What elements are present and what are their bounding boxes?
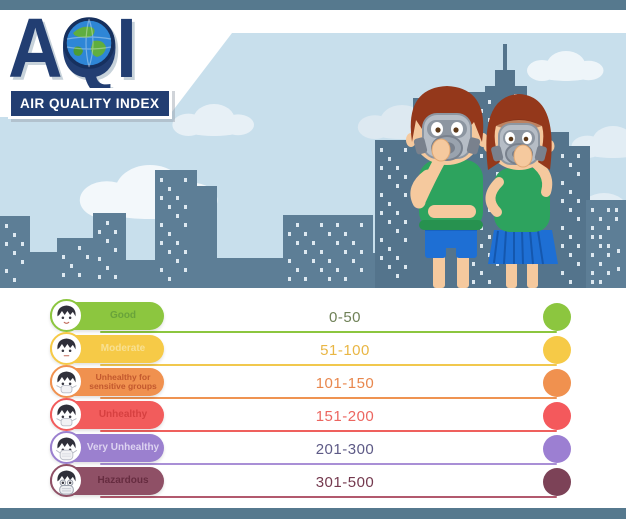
aqi-row-unhealthy-for-sensitive-groups: Unhealthy for sensitive groups 101-150 — [0, 365, 626, 401]
category-label: Unhealthy for sensitive groups — [89, 371, 157, 391]
cloud — [172, 104, 254, 136]
face-avatar-icon — [50, 464, 83, 497]
aqi-range-value: 201-300 — [315, 441, 375, 458]
face-avatar-icon — [50, 365, 83, 398]
row-line — [100, 430, 557, 432]
range-end-circle — [543, 468, 571, 496]
logo-banner: AIR QUALITY INDEX — [8, 88, 172, 119]
row-line — [100, 331, 557, 333]
cloud — [527, 51, 604, 81]
city-scene — [0, 33, 626, 288]
aqi-range-value: 151-200 — [315, 408, 375, 425]
range-end-circle — [543, 369, 571, 397]
aqi-range-value: 0-50 — [328, 309, 362, 326]
range-end-circle — [543, 303, 571, 331]
aqi-row-very-unhealthy: Very Unhealthy 201-300 — [0, 431, 626, 467]
range-end-circle — [543, 336, 571, 364]
range-end-circle — [543, 402, 571, 430]
aqi-row-good: Good 0-50 — [0, 299, 626, 335]
face-avatar-icon — [50, 299, 83, 332]
row-line — [100, 463, 557, 465]
globe-icon — [63, 17, 115, 69]
boy-figure — [406, 86, 488, 288]
aqi-range-value: 51-100 — [320, 342, 370, 359]
aqi-row-moderate: Moderate 51-100 — [0, 332, 626, 368]
building — [30, 252, 57, 288]
category-label: Hazardous — [97, 474, 149, 486]
face-avatar-icon — [50, 431, 83, 464]
aqi-row-hazardous: Hazardous 301-500 — [0, 464, 626, 500]
aqi-row-unhealthy: Unhealthy 151-200 — [0, 398, 626, 434]
row-line — [100, 364, 557, 366]
range-end-circle — [543, 435, 571, 463]
aqi-logo: AQI AIR QUALITY INDEX — [8, 6, 178, 126]
building — [126, 260, 158, 288]
building — [197, 186, 217, 288]
building — [556, 146, 590, 288]
bottom-border-strip — [0, 508, 626, 519]
face-avatar-icon — [50, 398, 83, 431]
category-label: Unhealthy — [98, 408, 148, 420]
girl-figure — [483, 94, 558, 288]
category-label: Good — [109, 309, 137, 321]
top-border-strip — [0, 0, 626, 10]
row-line — [100, 397, 557, 399]
building — [283, 215, 373, 288]
category-label: Moderate — [100, 342, 146, 354]
building — [612, 232, 626, 288]
aqi-range-value: 301-500 — [315, 474, 375, 491]
row-line — [100, 496, 557, 498]
face-avatar-icon — [50, 332, 83, 365]
aqi-range-value: 101-150 — [315, 375, 375, 392]
category-label: Very Unhealthy — [86, 441, 160, 453]
